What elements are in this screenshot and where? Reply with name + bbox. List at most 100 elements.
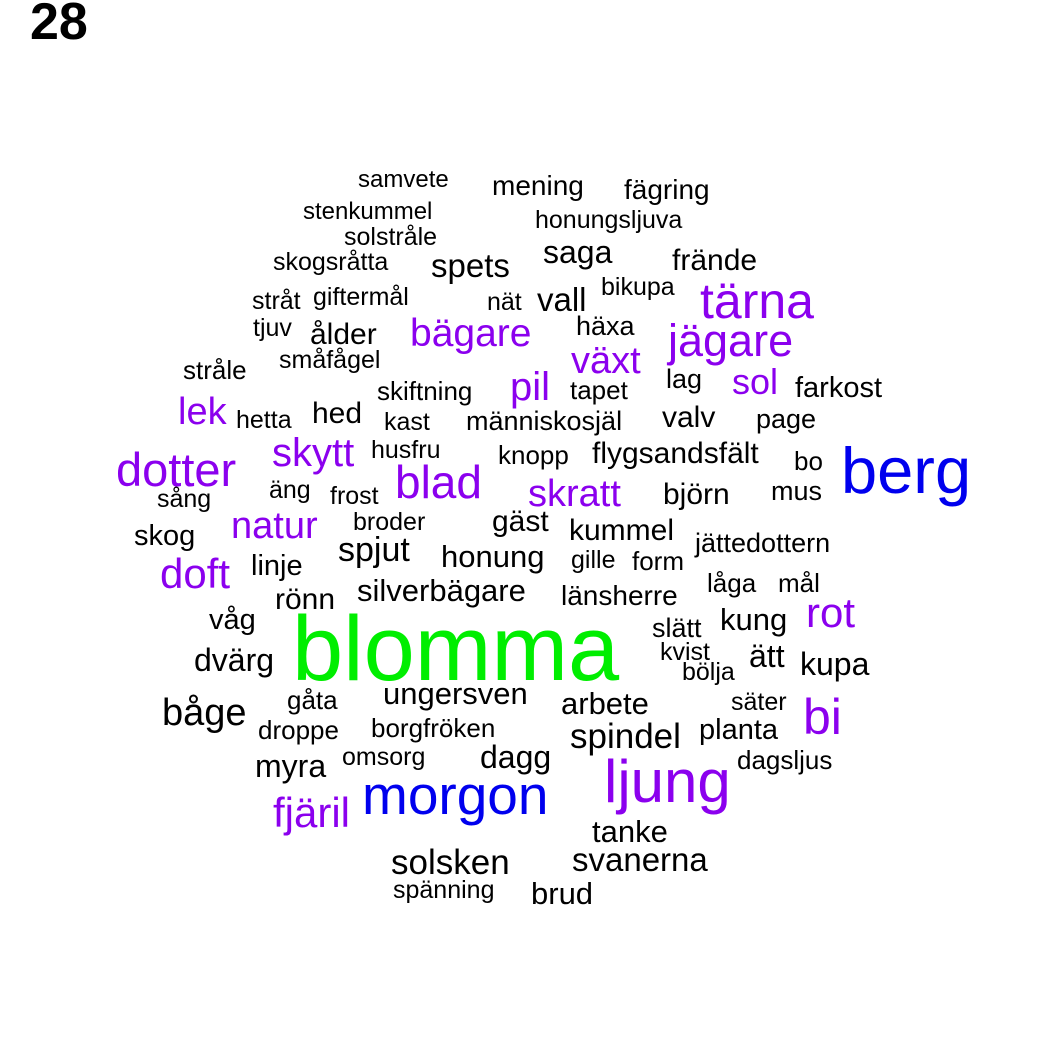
word-52: natur — [231, 505, 318, 547]
word-12: stråt — [252, 287, 301, 315]
word-64: låga — [707, 568, 757, 598]
word-46: äng — [269, 476, 311, 504]
word-96: tanke — [592, 814, 668, 849]
word-5: honungsljuva — [535, 206, 683, 234]
word-33: hed — [312, 397, 363, 430]
word-78: bölja — [682, 658, 735, 686]
word-1: samvete — [358, 166, 449, 193]
word-62: linje — [251, 550, 303, 582]
word-41: flygsandsfält — [592, 437, 759, 470]
word-34: kast — [384, 408, 430, 436]
word-15: vall — [537, 281, 587, 318]
word-8: skogsråtta — [273, 248, 389, 276]
word-74: kvist — [660, 638, 710, 666]
page-number: 28 — [30, 0, 88, 51]
word-31: lek — [178, 391, 227, 433]
word-88: spindel — [570, 717, 681, 756]
word-79: ungersven — [383, 676, 528, 711]
word-95: fjäril — [273, 789, 351, 836]
word-59: honung — [441, 539, 545, 574]
word-55: kummel — [569, 514, 675, 547]
word-38: skytt — [272, 431, 355, 475]
word-77: kupa — [800, 646, 870, 682]
word-71: kung — [720, 602, 788, 637]
word-2: mening — [492, 170, 584, 201]
word-24: stråle — [183, 355, 247, 385]
word-49: björn — [663, 478, 730, 511]
word-4: stenkummel — [303, 198, 433, 225]
word-60: gille — [571, 546, 616, 574]
word-97: solsken — [391, 843, 510, 882]
word-89: omsorg — [342, 743, 426, 771]
word-80: gåta — [287, 685, 338, 715]
word-47: frost — [330, 482, 379, 510]
word-87: planta — [699, 714, 779, 746]
word-68: rönn — [275, 583, 336, 616]
word-91: myra — [255, 748, 327, 784]
word-32: hetta — [236, 406, 292, 434]
word-69: rot — [806, 589, 856, 636]
word-81: arbete — [561, 686, 649, 721]
word-92: dagsljus — [737, 745, 833, 775]
word-50: mus — [771, 476, 823, 506]
word-30: farkost — [795, 372, 883, 404]
word-90: dagg — [480, 739, 552, 775]
word-3: fägring — [624, 174, 710, 205]
word-61: form — [632, 546, 684, 576]
word-10: frände — [672, 244, 758, 277]
word-67: länsherre — [561, 580, 678, 611]
word-43: berg — [841, 434, 972, 507]
word-36: valv — [662, 401, 716, 434]
word-82: säter — [731, 688, 787, 716]
word-27: tapet — [570, 375, 628, 405]
word-83: båge — [162, 692, 247, 734]
word-73: blomma — [292, 598, 620, 700]
word-40: knopp — [498, 440, 569, 470]
word-63: doft — [160, 550, 231, 597]
word-86: droppe — [258, 715, 339, 745]
word-6: solstråle — [344, 223, 438, 251]
word-17: tjuv — [253, 314, 292, 342]
word-84: bi — [803, 689, 842, 745]
word-37: page — [756, 404, 817, 434]
word-44: dotter — [116, 443, 237, 496]
word-9: spets — [431, 247, 510, 284]
word-45: blad — [395, 456, 482, 508]
word-20: häxa — [576, 311, 635, 341]
word-72: slätt — [652, 613, 702, 643]
word-39: husfru — [371, 436, 441, 464]
word-70: våg — [209, 604, 256, 636]
word-28: lag — [666, 364, 703, 394]
word-76: dvärg — [194, 642, 275, 678]
word-56: skog — [134, 520, 196, 552]
word-14: nät — [487, 288, 522, 316]
word-65: mål — [778, 568, 820, 598]
word-57: jättedottern — [695, 528, 831, 558]
word-58: spjut — [338, 531, 410, 569]
word-23: växt — [571, 340, 641, 382]
word-93: ljung — [604, 748, 731, 815]
word-42: bo — [794, 446, 823, 476]
word-19: bägare — [410, 312, 532, 355]
word-22: småfågel — [279, 346, 381, 374]
word-66: silverbägare — [357, 573, 526, 608]
word-99: spänning — [393, 876, 495, 904]
word-48: skratt — [528, 473, 621, 515]
word-94: morgon — [362, 764, 549, 826]
word-51: sång — [157, 485, 212, 513]
word-98: svanerna — [572, 841, 708, 878]
word-26: pil — [510, 365, 551, 409]
word-85: borgfröken — [371, 713, 496, 743]
word-18: ålder — [310, 318, 377, 351]
word-7: saga — [543, 234, 613, 270]
word-54: gäst — [492, 505, 549, 538]
word-21: jägare — [668, 315, 794, 366]
word-100: brud — [531, 876, 594, 911]
word-25: skiftning — [377, 376, 473, 406]
word-75: ätt — [749, 638, 785, 674]
word-53: broder — [353, 508, 426, 536]
word-16: tärna — [700, 273, 814, 329]
word-11: bikupa — [601, 273, 675, 301]
word-13: giftermål — [313, 283, 409, 311]
